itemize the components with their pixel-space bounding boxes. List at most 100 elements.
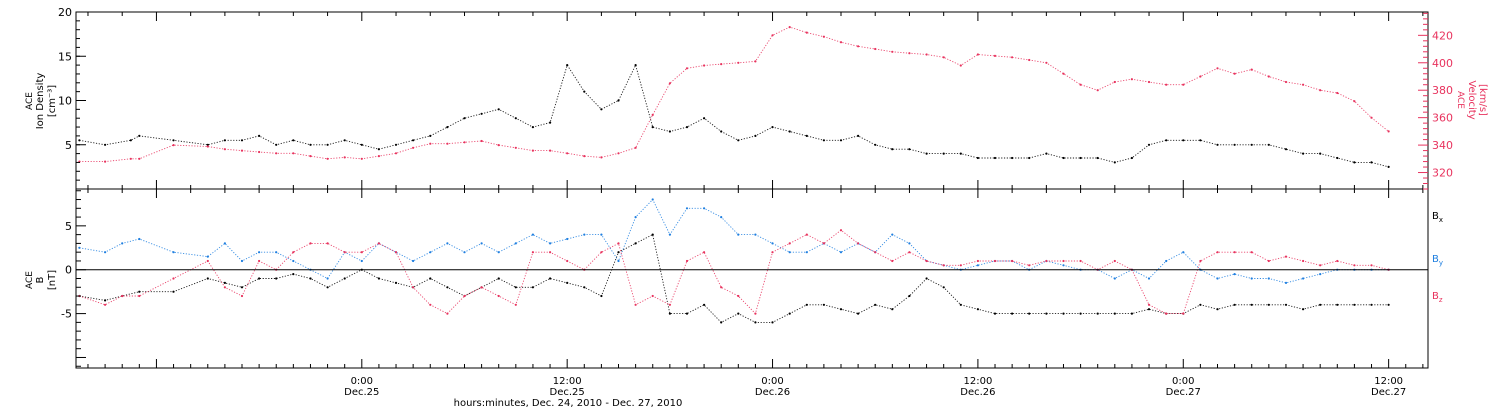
velocity-point [514,146,517,149]
velocity-point [651,113,654,116]
bx-point [583,286,586,289]
velocity-point [377,155,380,158]
x-tick-label-time: 12:00 [963,376,992,387]
density-point [172,139,175,142]
velocity-point [326,157,329,160]
bx-point [1319,303,1322,306]
bx-point [1147,308,1151,311]
density-point [600,108,603,111]
bx-point [549,277,552,280]
bz-point [1011,259,1014,263]
velocity-point [668,82,672,85]
bx-point [497,277,500,280]
velocity-point [685,67,689,70]
by-point [480,242,483,245]
by-point [720,216,723,219]
bz-point [805,233,808,236]
bz-point [377,242,380,245]
density-point [223,139,226,142]
bx-point [1302,308,1305,311]
density-point [1336,156,1339,160]
density-point [1130,156,1133,160]
bz-point [514,303,517,306]
x-tick-label-time: 0:00 [761,376,783,387]
bz-point [857,242,860,245]
velocity-point [1284,80,1288,84]
velocity-point [292,152,295,155]
density-point [394,143,398,146]
by-point [223,242,226,245]
velocity-point [737,61,740,64]
velocity-point [874,47,877,51]
bz-point [1199,259,1202,263]
bottom-panel-data [78,198,1390,324]
bz-point [771,251,774,254]
by-point [531,233,535,236]
density-point [1011,156,1014,160]
velocity-point [720,63,723,66]
density-tick-label: 15 [58,50,72,63]
velocity-point [240,149,244,152]
bz-point [720,286,723,289]
bx-point [805,303,808,306]
velocity-point [1370,116,1373,119]
bz-point [223,286,226,289]
bz-point [258,259,261,263]
density-point [703,117,706,120]
x-axis-label: hours:minutes, Dec. 24, 2010 - Dec. 27, … [454,398,683,409]
b-ylabel-line3: [nT] [47,270,58,290]
density-point [78,139,81,142]
density-point [651,126,654,129]
bz-point [959,264,962,267]
density-point [788,130,791,133]
x-tick-label-time: 0:00 [351,376,373,387]
bz-point [121,294,124,298]
bz-point [925,259,928,263]
bx-point [908,294,911,298]
bx-point [1353,303,1356,306]
bx-point [343,277,346,280]
density-point [839,139,843,142]
density-point [549,121,552,124]
bz-point [412,286,415,289]
density-point [976,156,980,160]
bz-point [394,251,398,254]
velocity-tick-label: 380 [1432,84,1453,97]
density-point [1302,152,1305,155]
bx-point [1267,303,1270,306]
bz-point [874,251,877,254]
bz-point [343,251,346,254]
b-tick-label: -5 [61,308,72,321]
velocity-point [1130,78,1133,81]
velocity-point [497,144,500,147]
by-point [1267,277,1270,280]
density-point [463,117,466,120]
bz-point [1233,251,1236,254]
bx-point [1216,308,1219,311]
density-point [857,134,860,137]
bz-point [891,259,894,263]
bz-point [1302,259,1305,263]
legend-by: By [1432,254,1443,267]
density-point [1096,156,1099,160]
density-point [429,134,432,137]
density-point [343,139,346,142]
x-tick-label-date: Dec.27 [1371,387,1406,398]
bz-point [993,259,997,263]
by-point [104,251,107,254]
by-point [754,233,757,236]
bx-point [446,286,449,289]
density-ylabel-line1: ACE [25,92,35,110]
bx-point [600,294,603,298]
x-tick-label-date: Dec.25 [344,387,379,398]
density-point [1062,156,1065,160]
bz-point [1113,259,1116,263]
by-point [1302,277,1305,280]
density-ylabel-line3: [cm⁻³] [47,85,58,117]
bx-point [720,321,723,324]
density-tick-label: 10 [58,95,72,108]
bx-point [737,312,740,315]
by-point [326,277,329,280]
velocity-point [531,149,535,152]
by-point [668,233,672,236]
